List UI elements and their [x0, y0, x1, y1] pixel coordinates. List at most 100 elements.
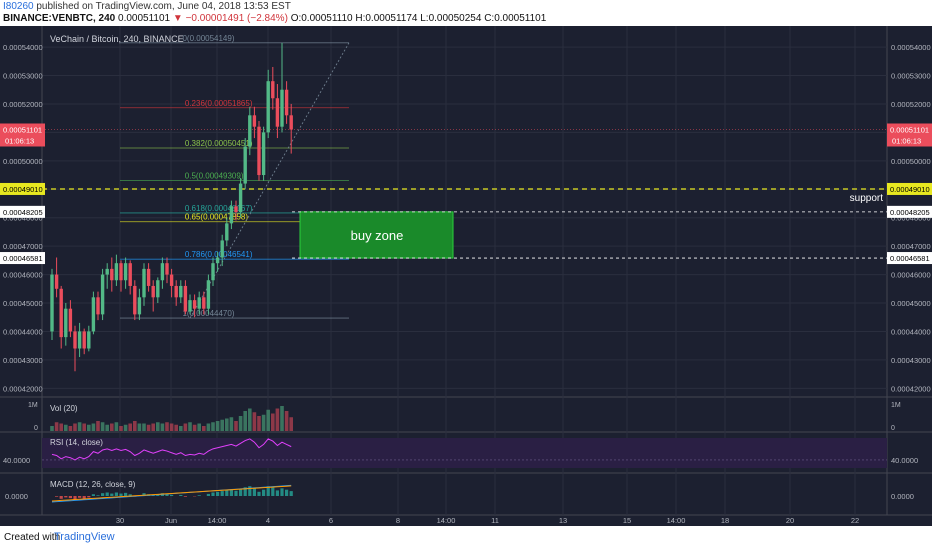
created-with-label: Created with: [4, 532, 61, 543]
macd-histogram-bar: [82, 496, 86, 499]
candle-body: [87, 331, 91, 349]
volume-bar: [105, 424, 109, 431]
price-tag: [887, 205, 932, 218]
candle-body: [266, 81, 270, 133]
volume-bar: [100, 422, 105, 431]
countdown-label: 01:06:13: [892, 137, 921, 146]
y-tick-label-left: 0.00050000: [3, 157, 43, 166]
rsi-line: [51, 438, 292, 461]
macd-histogram-bar: [119, 493, 123, 496]
volume-bar: [82, 423, 86, 431]
macd-histogram-bar: [248, 486, 252, 496]
macd-histogram-bar: [271, 487, 275, 496]
candle-body: [169, 274, 174, 286]
volume-bar: [289, 417, 293, 431]
y-tick-label-left: 0.00044000: [3, 327, 43, 336]
volume-bar: [234, 421, 238, 431]
candle-body: [156, 280, 160, 298]
author-link[interactable]: I80260: [3, 1, 34, 12]
volume-bar: [248, 408, 252, 431]
macd-histogram-bar: [257, 491, 261, 496]
candle-body: [206, 280, 211, 309]
price-tag: [0, 182, 45, 195]
macd-histogram-bar: [142, 493, 146, 496]
volume-axis-label: 1M: [28, 402, 38, 409]
candle-body: [73, 331, 77, 349]
y-tick-label-left: 0.00054000: [3, 43, 43, 52]
y-tick-label-right: 0.00053000: [891, 72, 931, 81]
macd-histogram-bar: [179, 494, 183, 496]
macd-histogram-bar: [170, 494, 174, 496]
candle-body: [123, 263, 128, 281]
macd-histogram-bar: [239, 489, 243, 496]
fib-trend-line: [189, 42, 350, 319]
price-tag: [887, 182, 932, 195]
buy-zone-label: buy zone: [351, 228, 404, 243]
volume-bar: [252, 412, 257, 431]
candle-body: [229, 206, 234, 224]
footer: Created with TradingView: [0, 526, 932, 550]
volume-bar: [197, 423, 201, 431]
candle-body: [275, 98, 280, 127]
down-arrow-icon: ▼: [172, 13, 183, 24]
volume-bar: [77, 422, 82, 431]
candle-body: [146, 268, 151, 286]
macd-histogram-bar: [216, 491, 220, 496]
price-tag-label: 0.00049010: [890, 185, 930, 194]
candle-body: [243, 146, 247, 184]
chart-area[interactable]: 0.00054000 0.00054000 0.00053000 0.00053000…: [0, 26, 932, 526]
fib-level-label: 0.236(0.00051865): [185, 99, 253, 108]
x-tick-label: 15: [623, 516, 631, 525]
candle-body: [215, 257, 220, 264]
volume-bar: [156, 422, 160, 431]
volume-bar: [68, 426, 73, 431]
volume-pane-label: Vol (20): [50, 404, 78, 413]
y-tick-label-left: 0.00052000: [3, 100, 43, 109]
candle-body: [280, 89, 284, 127]
support-label: support: [850, 193, 884, 204]
y-tick-label-right: 0.00044000: [891, 327, 931, 336]
fib-level-label: 0.65(0.00047858): [185, 213, 249, 222]
volume-bar: [137, 423, 142, 431]
x-tick-label: 4: [266, 516, 270, 525]
rsi-level-label: 40.0000: [3, 456, 30, 465]
fib-level-label: 0(0.00054149): [182, 34, 234, 43]
buy-zone-box: [299, 211, 454, 259]
chart-svg[interactable]: 0.00054000 0.00054000 0.00053000 0.00053000…: [0, 26, 932, 526]
macd-histogram-bar: [220, 491, 224, 496]
macd-histogram-bar: [55, 496, 59, 497]
candle-body: [248, 115, 252, 147]
macd-histogram-bar: [252, 488, 256, 496]
x-tick-label: 14:00: [437, 516, 456, 525]
y-tick-label-right: 0.00047000: [891, 242, 931, 251]
y-tick-label-left: 0.00045000: [3, 299, 43, 308]
y-tick-label-right: 0.00050000: [891, 157, 931, 166]
candle-body: [100, 274, 105, 315]
tradingview-brand-link[interactable]: TradingView: [54, 531, 115, 543]
candle-body: [234, 206, 238, 212]
publish-info: published on TradingView.com, June 04, 2…: [36, 1, 291, 12]
macd-histogram-bar: [234, 490, 238, 496]
y-tick-label-right: 0.00042000: [891, 384, 931, 393]
volume-bar: [59, 423, 63, 431]
y-tick-label-right: 0.00043000: [891, 356, 931, 365]
macd-histogram-bar: [64, 496, 68, 498]
y-tick-label-right: 0.00045000: [891, 299, 931, 308]
volume-bar: [206, 423, 211, 431]
macd-histogram-bar: [225, 490, 229, 496]
volume-axis-label: 0: [891, 425, 895, 432]
candle-body: [91, 297, 96, 332]
candle-body: [284, 89, 289, 116]
macd-histogram-bar: [197, 495, 201, 496]
y-tick-label-right: 0.00054000: [891, 43, 931, 52]
x-tick-label: 14:00: [667, 516, 686, 525]
price-tag: [887, 123, 932, 136]
price-tag-label: 0.00051101: [890, 126, 929, 135]
macd-histogram-bar: [59, 496, 63, 499]
macd-histogram-bar: [73, 496, 77, 500]
fib-level-label: 0.382(0.00050451): [185, 139, 253, 148]
volume-axis-label: 0: [34, 425, 38, 432]
macd-histogram-bar: [229, 489, 233, 496]
volume-bar: [271, 413, 275, 431]
chart-header: I80260 published on TradingView.com, Jun…: [0, 0, 932, 26]
